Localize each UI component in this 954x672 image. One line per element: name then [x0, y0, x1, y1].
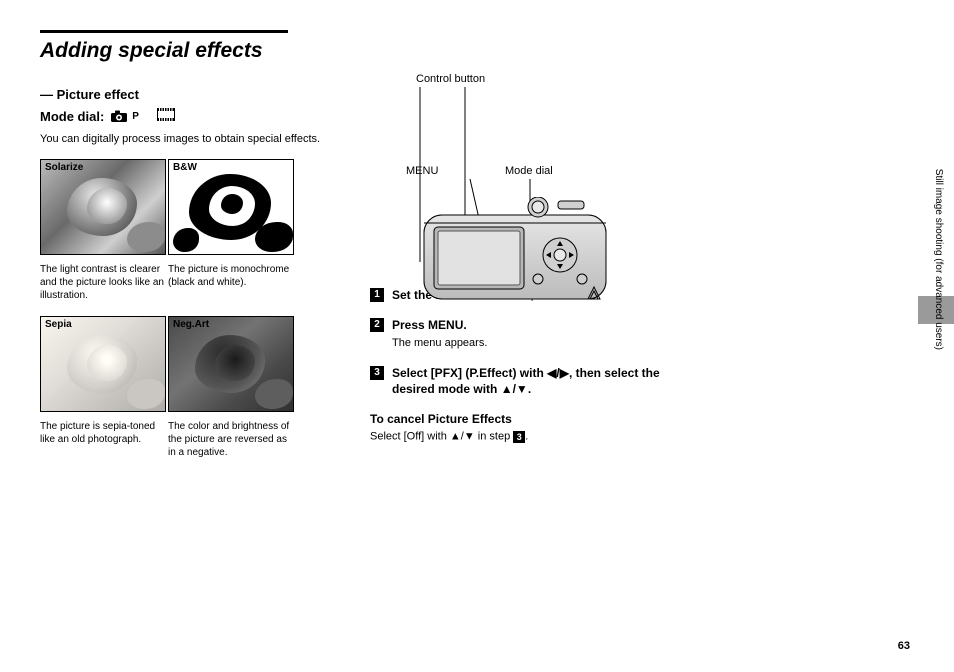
thumb-row-1: Solarize B&W [40, 159, 340, 255]
mode-dial-line: Mode dial: P [40, 108, 340, 124]
thumb-negart: Neg.Art [168, 316, 294, 412]
callout-control: Control button [416, 73, 485, 85]
thumb-caption: Neg.Art [173, 319, 209, 330]
rose-image [169, 160, 293, 254]
rose-image [41, 160, 165, 254]
thumb-row-2: Sepia Neg.Art [40, 316, 340, 412]
left-arrow-icon: ◀ [547, 366, 556, 380]
right-arrow-icon: ▶ [560, 366, 569, 380]
thumb-solarize: Solarize [40, 159, 166, 255]
mode-p-label: P [132, 111, 139, 122]
up-arrow-icon: ▲ [501, 382, 513, 396]
cancel-text: Select [Off] with ▲/▼ in step 3. [370, 430, 660, 443]
rose-image [169, 317, 293, 411]
columns: — Picture effect Mode dial: P You can di… [40, 87, 914, 473]
side-running-text: Still image shooting (for advanced users… [933, 169, 944, 350]
caption-bw: The picture is monochrome (black and whi… [168, 263, 294, 302]
thumb-caption: Solarize [45, 162, 83, 173]
step3-a: Select [PFX] (P.Effect) with [392, 366, 547, 380]
thumb-caption: B&W [173, 162, 197, 173]
caption-sepia: The picture is sepia-toned like an old p… [40, 420, 166, 459]
col-right [690, 87, 914, 473]
page-title: Adding special effects [40, 39, 914, 63]
page-root: Adding special effects — Picture effect … [0, 0, 954, 503]
thumb-caption: Sepia [45, 319, 72, 330]
step2-sub: The menu appears. [392, 336, 660, 351]
step3-e: . [528, 382, 531, 396]
step2-text: Press MENU. [392, 317, 660, 333]
dial-prefix: Mode dial: [40, 109, 104, 124]
rose-image [41, 317, 165, 411]
movie-mode-icon [157, 108, 175, 124]
step-2: 2 Press MENU. The menu appears. [370, 317, 660, 351]
col-mid: Control button MENU Mode dial [370, 87, 660, 473]
camera-diagram: Control button MENU Mode dial [370, 87, 660, 287]
title-rule [40, 30, 288, 33]
caption-solarize: The light contrast is clearer and the pi… [40, 263, 166, 302]
cancel-heading: To cancel Picture Effects [370, 412, 660, 426]
section-subhead: — Picture effect [40, 87, 340, 102]
intro-text: You can digitally process images to obta… [40, 132, 340, 147]
camera-mode-icon [110, 110, 128, 123]
step-num-icon: 2 [370, 318, 384, 332]
down-arrow-icon: ▼ [464, 430, 475, 442]
step-3: 3 Select [PFX] (P.Effect) with ◀/▶, then… [370, 365, 660, 397]
col-left: — Picture effect Mode dial: P You can di… [40, 87, 340, 473]
page-number: 63 [898, 640, 910, 652]
caption-negart: The color and brightness of the picture … [168, 420, 294, 459]
up-arrow-icon: ▲ [450, 430, 461, 442]
step-num-icon: 3 [370, 366, 384, 380]
cancel-c: in step [478, 430, 513, 442]
step-num-icon: 3 [513, 431, 525, 443]
thumb-sepia: Sepia [40, 316, 166, 412]
down-arrow-icon: ▼ [516, 382, 528, 396]
camera-illustration [420, 197, 610, 307]
thumb-bw: B&W [168, 159, 294, 255]
cancel-d: . [525, 430, 528, 442]
cancel-a: Select [Off] with [370, 430, 450, 442]
